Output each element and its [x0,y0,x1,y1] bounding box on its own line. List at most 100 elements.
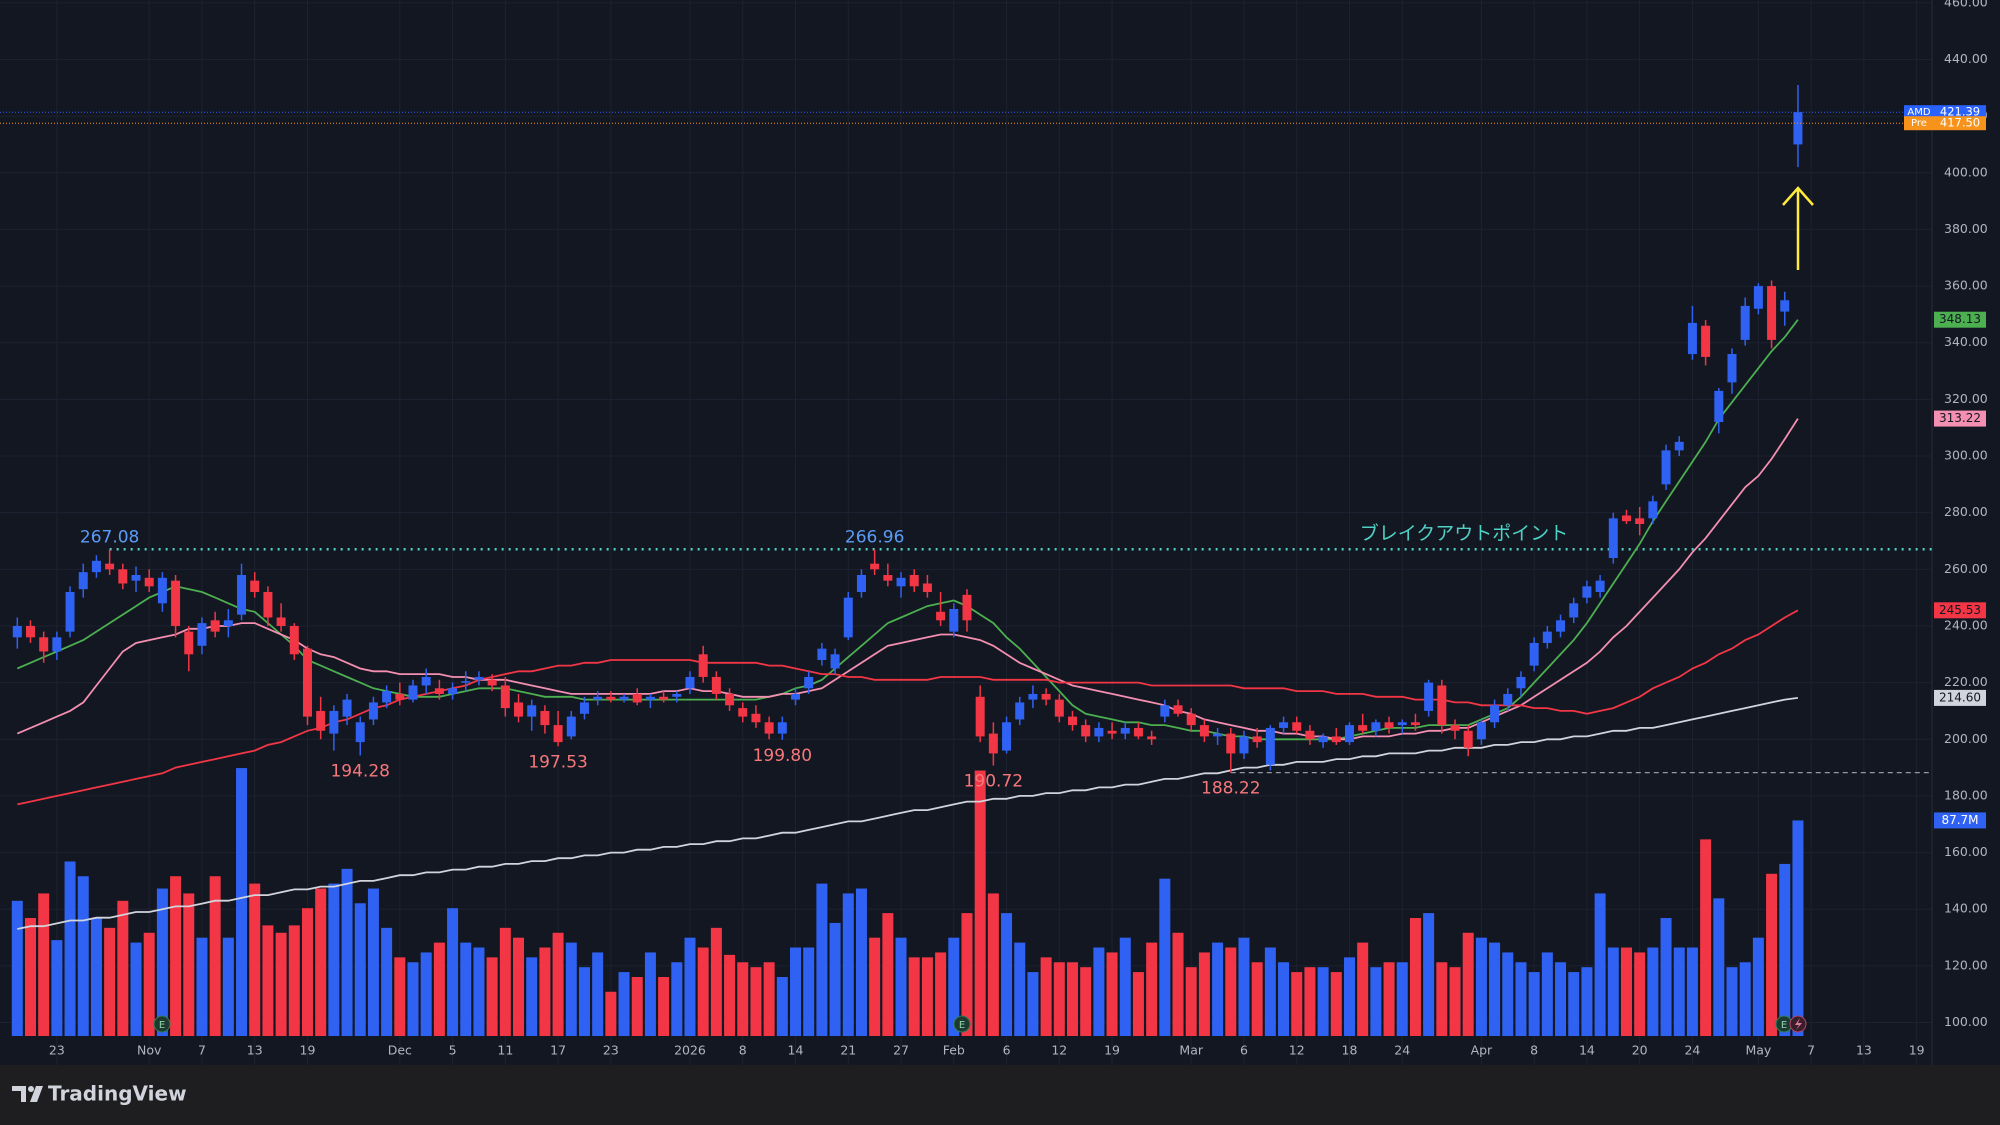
volume-bar [1212,942,1224,1036]
volume-bar [301,908,313,1036]
volume-bar [895,937,907,1036]
candle-body [1226,733,1236,754]
volume-bar [341,868,353,1036]
volume-bar [1396,962,1408,1036]
candle-body [1687,322,1697,355]
volume-bar [684,937,696,1036]
candle-body [1793,112,1803,145]
candle-body [606,696,616,700]
y-tick-label: 340.00 [1944,334,1988,349]
volume-bar [1225,947,1237,1036]
volume-bar [315,888,327,1036]
volume-bar [1343,957,1355,1036]
candle-body [725,693,735,706]
candle-body [382,691,392,703]
logo-mark [12,1086,26,1102]
volume-bar [486,957,498,1036]
volume-bar [974,770,986,1036]
candle-body [395,693,405,700]
candle-body [302,648,312,717]
volume-bar [513,937,525,1036]
volume-bar [921,957,933,1036]
volume-bar [38,893,50,1036]
candle-body [804,676,814,689]
candle-body [1608,518,1618,558]
volume-bar [209,876,221,1036]
price-tag-name: Pre [1911,118,1927,129]
volume-bar [1238,937,1250,1036]
x-tick-label: 12 [1289,1043,1305,1058]
candle-body [672,693,682,697]
candle-body [883,574,893,581]
candle-body [909,574,919,587]
candle-body [527,705,537,717]
candle-body [949,608,959,632]
volume-bar [1423,913,1435,1036]
volume-bar [1475,937,1487,1036]
candle-body [65,591,75,632]
volume-bar [1528,972,1540,1036]
plot-background [0,0,2000,1065]
x-tick-label: May [1745,1043,1771,1058]
volume-bar [1647,947,1659,1036]
x-tick-label: 24 [1394,1043,1410,1058]
volume-bar [460,942,472,1036]
candle-body [210,620,220,632]
candle-body [1635,518,1645,525]
volume-bar [1357,942,1369,1036]
volume-bar [631,977,643,1036]
candle-body [975,696,985,737]
candle-body [1753,286,1763,309]
volume-bar [829,922,841,1036]
moving-average [17,609,1799,806]
volume-bar [882,913,894,1036]
volume-bar [222,937,234,1036]
extreme-label: 190.72 [964,772,1023,792]
candle-body [1714,390,1724,423]
volume-bar [24,918,36,1036]
volume-bar [1660,918,1672,1036]
x-tick-label: Feb [943,1043,965,1058]
x-tick-label: 27 [893,1043,909,1058]
earnings-icons: E E E [153,1015,1807,1033]
candle-body [368,702,378,720]
candle-body [1081,725,1091,737]
lightning-glyph [1795,1018,1802,1030]
candle-body [342,699,352,717]
volume-bar [1067,962,1078,1036]
volume-bar [1001,913,1013,1036]
average-value: 348.13 [1939,312,1981,326]
volume-bar [499,927,511,1036]
volume-bar [433,942,445,1036]
candle-body [1397,722,1407,726]
candle-body [39,637,49,652]
candle-body [118,569,128,584]
y-tick-label: 320.00 [1944,391,1988,406]
x-tick-label: 24 [1684,1043,1700,1058]
volume-bar [1159,878,1171,1036]
candle-body [1015,702,1025,720]
volume-bar [262,925,274,1036]
volume-bar [1489,942,1501,1036]
candle-body [1542,631,1552,643]
candle-body [1503,693,1513,706]
x-tick-label: Nov [137,1043,162,1058]
up-arrow [1782,186,1814,270]
x-tick-label: 19 [1909,1043,1925,1058]
volume-bar [618,972,630,1036]
x-tick-label: 20 [1632,1043,1648,1058]
volume-bar [750,967,762,1036]
volume-bar [288,925,300,1036]
volume-bar [1713,898,1725,1036]
candle-body [355,722,365,743]
candle-body [645,696,655,700]
candle-body [1384,722,1394,728]
candle-body [131,574,141,581]
brand-name: TradingView [48,1082,187,1106]
y-tick-label: 220.00 [1944,674,1988,689]
volume-bar [1409,918,1421,1036]
volume-bar [987,893,999,1036]
candle-body [1173,705,1183,714]
